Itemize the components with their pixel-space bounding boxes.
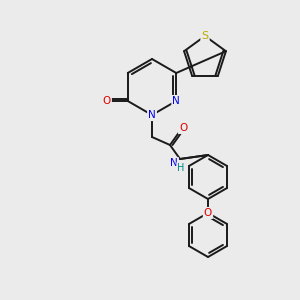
Text: N: N bbox=[170, 158, 178, 168]
Text: O: O bbox=[204, 208, 212, 218]
Text: N: N bbox=[148, 110, 156, 120]
Text: O: O bbox=[179, 123, 187, 133]
Text: O: O bbox=[103, 96, 111, 106]
Text: N: N bbox=[172, 96, 180, 106]
Text: H: H bbox=[177, 163, 185, 173]
Text: S: S bbox=[201, 31, 208, 41]
